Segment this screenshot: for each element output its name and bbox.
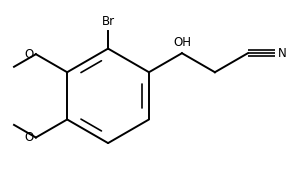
Text: O: O <box>25 131 34 144</box>
Text: Br: Br <box>101 15 115 28</box>
Text: OH: OH <box>173 36 191 49</box>
Text: O: O <box>25 48 34 61</box>
Text: N: N <box>278 47 287 60</box>
